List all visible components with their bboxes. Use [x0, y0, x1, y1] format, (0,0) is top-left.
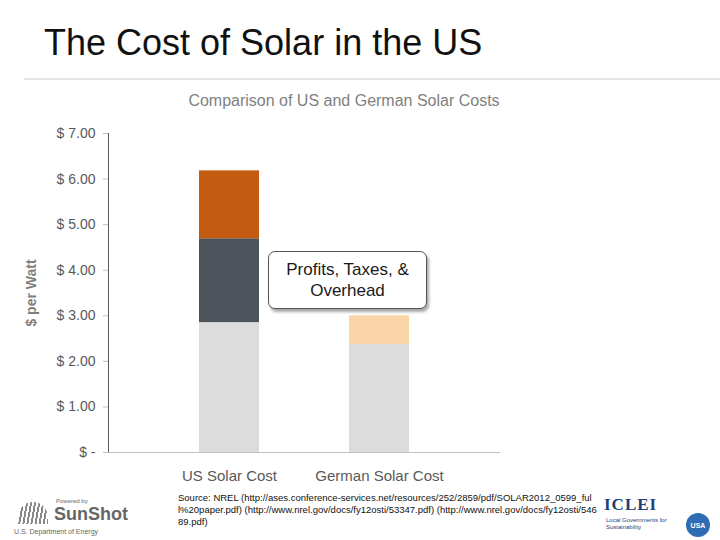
svg-text:$ 7.00: $ 7.00 — [57, 125, 96, 141]
html-text:Comparison of US and German So: Comparison of US and German Solar Costs — [188, 92, 500, 109]
html-text:Powered by: Powered by — [56, 498, 88, 504]
html-text:The Cost of Solar in the US: The Cost of Solar in the US — [44, 22, 483, 63]
svg-text:German Solar Cost: German Solar Cost — [315, 467, 444, 484]
svg-text:$ per Watt: $ per Watt — [23, 259, 39, 326]
html-text:Local Governments for Sustaina: Local Governments for Sustainability — [606, 517, 667, 530]
html-text:Source: NREL (http://ases.conf: Source: NREL (http://ases.conference-ser… — [178, 492, 597, 527]
svg-text:$ 1.00: $ 1.00 — [57, 398, 96, 414]
svg-text:$ 4.00: $ 4.00 — [57, 262, 96, 278]
svg-text:$ 5.00: $ 5.00 — [57, 216, 96, 232]
svg-text:US Solar Cost: US Solar Cost — [182, 467, 278, 484]
svg-text:$ 6.00: $ 6.00 — [57, 171, 96, 187]
svg-text:$ 3.00: $ 3.00 — [57, 307, 96, 323]
html-text:Profits, Taxes, & Overhead: Profits, Taxes, & Overhead — [286, 260, 409, 300]
html-text:SunShot: SunShot — [54, 504, 128, 524]
html-text:USA: USA — [690, 521, 706, 529]
svg-text:$ 2.00: $ 2.00 — [57, 353, 96, 369]
svg-text:$ -: $ - — [79, 444, 96, 460]
html-text:ICLEI: ICLEI — [604, 495, 658, 514]
html-text:U.S. Department of Energy: U.S. Department of Energy — [14, 528, 98, 535]
